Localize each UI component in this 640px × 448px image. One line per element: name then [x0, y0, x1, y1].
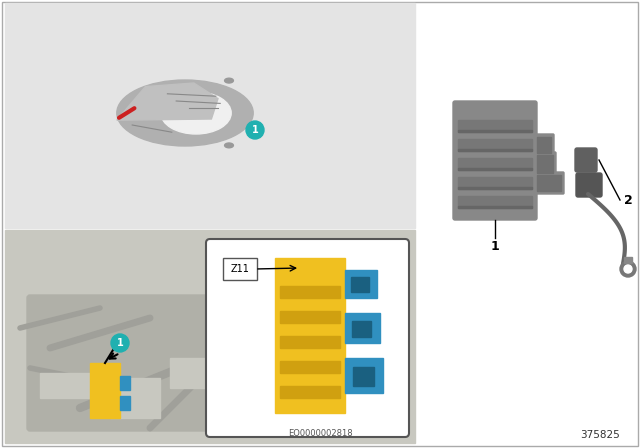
Ellipse shape — [161, 92, 231, 134]
Bar — [458, 149, 532, 151]
Bar — [280, 336, 340, 348]
Circle shape — [246, 121, 264, 139]
Bar — [624, 257, 632, 263]
Bar — [458, 158, 532, 170]
Bar — [458, 177, 532, 189]
FancyBboxPatch shape — [206, 239, 409, 437]
Text: Z11: Z11 — [230, 264, 250, 274]
Bar — [537, 137, 551, 153]
Bar — [40, 373, 100, 398]
Bar — [110, 378, 160, 418]
Bar — [430, 5, 630, 443]
Text: EO0000002818: EO0000002818 — [288, 429, 352, 438]
Bar — [537, 155, 553, 173]
FancyBboxPatch shape — [534, 172, 564, 194]
Text: 1: 1 — [252, 125, 259, 135]
Bar — [345, 313, 380, 343]
Bar — [458, 120, 532, 132]
Bar — [352, 320, 371, 337]
Bar — [458, 196, 532, 208]
Circle shape — [111, 334, 129, 352]
Text: 1: 1 — [116, 338, 124, 348]
Bar — [280, 286, 340, 298]
Bar — [458, 139, 532, 151]
Circle shape — [620, 261, 636, 277]
Bar — [458, 206, 532, 208]
Text: 1: 1 — [491, 240, 499, 253]
Bar — [120, 396, 130, 410]
Polygon shape — [116, 83, 218, 120]
Bar — [170, 358, 210, 388]
Bar — [351, 277, 369, 293]
Text: 375825: 375825 — [580, 430, 620, 440]
Bar — [353, 367, 374, 386]
FancyBboxPatch shape — [575, 148, 597, 172]
Bar — [537, 175, 561, 191]
Bar — [120, 376, 130, 390]
FancyBboxPatch shape — [27, 295, 233, 431]
Ellipse shape — [225, 78, 234, 83]
Circle shape — [624, 265, 632, 273]
Bar — [458, 168, 532, 170]
FancyBboxPatch shape — [576, 173, 602, 197]
FancyBboxPatch shape — [453, 101, 537, 220]
Bar — [5, 230, 415, 443]
Bar — [458, 187, 532, 189]
Ellipse shape — [116, 80, 253, 146]
Bar — [280, 361, 340, 373]
Bar — [280, 386, 340, 398]
FancyBboxPatch shape — [223, 258, 257, 280]
Bar — [275, 258, 345, 413]
FancyBboxPatch shape — [534, 152, 556, 176]
Bar — [345, 358, 383, 393]
Text: 2: 2 — [624, 194, 633, 207]
Bar — [90, 363, 120, 418]
Bar — [5, 3, 415, 228]
Bar — [345, 270, 377, 298]
Ellipse shape — [225, 143, 234, 148]
FancyBboxPatch shape — [534, 134, 554, 156]
Bar — [280, 311, 340, 323]
Bar — [458, 130, 532, 132]
